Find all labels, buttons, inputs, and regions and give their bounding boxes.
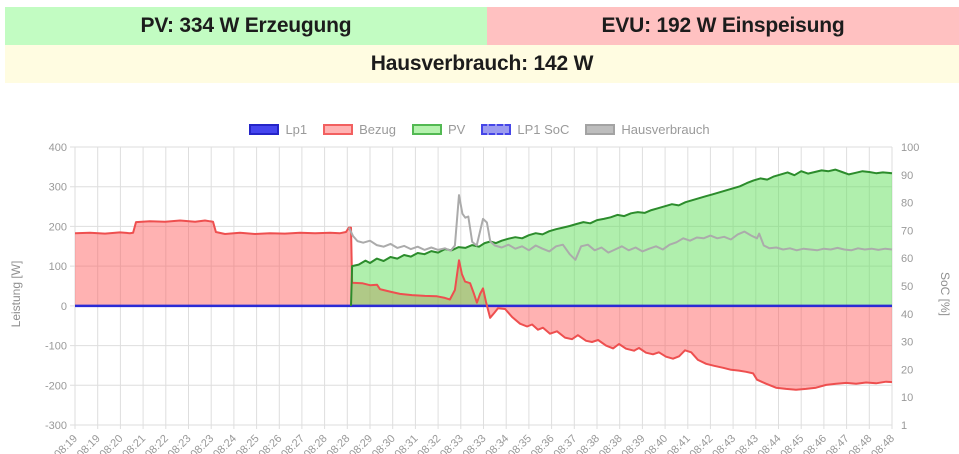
chart-legend: Lp1 Bezug PV LP1 SoC Hausverbrauch [0, 119, 959, 139]
svg-text:100: 100 [901, 142, 919, 154]
legend-swatch-icon [249, 123, 280, 135]
svg-text:100: 100 [49, 261, 67, 273]
svg-text:1: 1 [901, 420, 907, 432]
series-lines [74, 168, 893, 391]
legend-swatch-icon [323, 123, 354, 135]
power-chart-section: Lp1 Bezug PV LP1 SoC Hausverbrauch Leistung … [0, 115, 959, 454]
series-line-bezug [74, 219, 893, 391]
pv-production-banner: PV: 334 W Erzeugung [5, 7, 487, 45]
svg-text:0: 0 [61, 301, 67, 313]
svg-text:60: 60 [901, 253, 913, 265]
banner-row-bottom: Hausverbrauch: 142 W [5, 45, 959, 83]
svg-text:10: 10 [901, 392, 913, 404]
legend-item-lp1: Lp1 [249, 122, 307, 137]
svg-text:-200: -200 [45, 380, 67, 392]
house-consumption-banner: Hausverbrauch: 142 W [5, 45, 959, 83]
legend-label: Lp1 [285, 121, 308, 137]
legend-item-bezug: Bezug [323, 122, 396, 137]
banner-row-top: PV: 334 W Erzeugung EVU: 192 W Einspeisu… [5, 7, 959, 45]
evu-feedin-banner: EVU: 192 W Einspeisung [487, 7, 959, 45]
legend-label: LP1 SoC [517, 121, 570, 137]
series-line-pv [350, 168, 893, 306]
svg-text:80: 80 [901, 198, 913, 210]
x-axis-tick-labels: 08:1908:1908:2008:2108:2208:2308:2308:24… [52, 433, 897, 454]
legend-swatch-icon [481, 123, 512, 135]
legend-swatch-icon [585, 123, 616, 135]
status-banners: PV: 334 W Erzeugung EVU: 192 W Einspeisu… [5, 7, 959, 83]
svg-text:70: 70 [901, 225, 913, 237]
svg-text:40: 40 [901, 309, 913, 321]
openwb-dashboard: PV: 334 W Erzeugung EVU: 192 W Einspeisu… [0, 7, 959, 454]
legend-item-lp1-soc: LP1 SoC [481, 122, 569, 137]
svg-text:400: 400 [49, 142, 67, 154]
legend-label: Bezug [359, 121, 397, 137]
svg-text:08:48: 08:48 [869, 433, 897, 454]
svg-text:200: 200 [49, 221, 67, 233]
legend-label: PV [448, 121, 466, 137]
svg-text:90: 90 [901, 170, 913, 182]
legend-item-hausverbrauch: Hausverbrauch [585, 121, 710, 137]
legend-item-pv: PV [412, 122, 465, 137]
series-fill-pv [351, 169, 892, 306]
legend-swatch-icon [412, 123, 443, 135]
svg-text:-300: -300 [45, 420, 67, 432]
svg-text:30: 30 [901, 337, 913, 349]
y-axis-left-tick-labels: 400 300 200 100 0 -100 -200 -300 [45, 142, 67, 432]
power-chart[interactable]: 400 300 200 100 0 -100 -200 -300 100 90 80 70 60 50 40… [0, 115, 959, 454]
legend-label: Hausverbrauch [621, 121, 710, 137]
series-line-hausverbrauch [348, 194, 893, 261]
y-axis-right-title: SoC [%] [938, 271, 952, 316]
svg-text:20: 20 [901, 364, 913, 376]
y-axis-right-tick-labels: 100 90 80 70 60 50 40 30 20 10 1 [901, 142, 919, 432]
svg-text:-100: -100 [45, 341, 67, 353]
svg-text:50: 50 [901, 281, 913, 293]
svg-text:300: 300 [49, 182, 67, 194]
y-axis-left-title: Leistung [W] [9, 260, 23, 328]
